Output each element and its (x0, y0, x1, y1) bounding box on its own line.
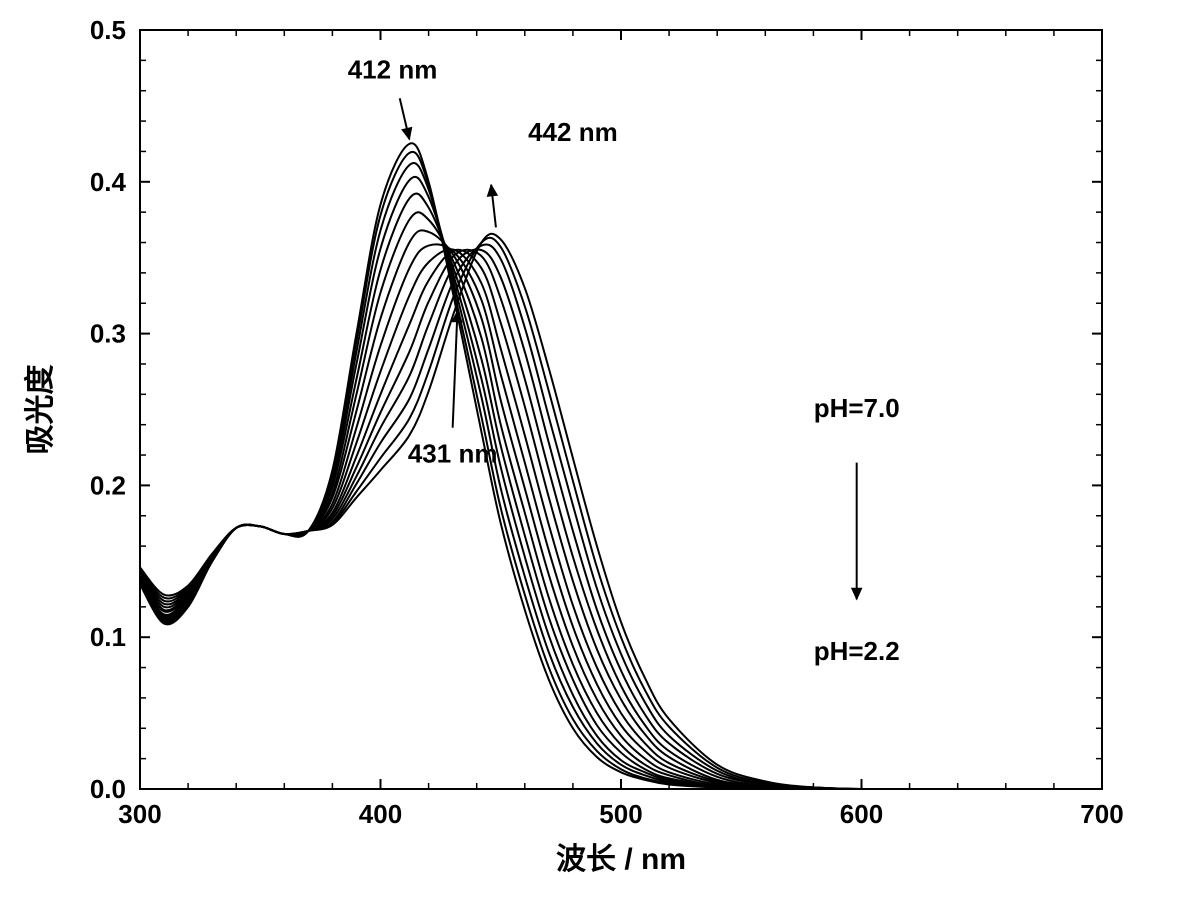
spectrum-curve (140, 249, 1102, 789)
spectrum-curve (140, 177, 1102, 789)
y-axis-label: 吸光度 (24, 365, 57, 455)
spectrum-curve (140, 244, 1102, 789)
spectrum-curve (140, 244, 1102, 789)
x-tick-label: 500 (599, 799, 642, 829)
spectrum-curve (140, 230, 1102, 789)
spectrum-curve (140, 249, 1102, 789)
y-tick-label: 0.3 (90, 319, 126, 349)
annotation-label: pH=2.2 (814, 636, 900, 666)
spectrum-curve (140, 250, 1102, 789)
annotation-label: 412 nm (348, 55, 438, 85)
y-tick-label: 0.1 (90, 622, 126, 652)
spectrum-curve (140, 212, 1102, 789)
y-tick-label: 0.2 (90, 470, 126, 500)
spectrum-curve (140, 152, 1102, 789)
x-axis-label: 波长 / nm (556, 843, 686, 876)
x-tick-label: 400 (359, 799, 402, 829)
annotation-label: 431 nm (408, 439, 498, 469)
annotation-label: pH=7.0 (814, 393, 900, 423)
spectrum-curve (140, 250, 1102, 789)
spectra-chart: 3004005006007000.00.10.20.30.40.5波长 / nm… (0, 0, 1192, 899)
annotation-label: 442 nm (528, 117, 618, 147)
spectrum-curve (140, 234, 1102, 789)
spectrum-curve (140, 238, 1102, 789)
y-tick-label: 0.0 (90, 774, 126, 804)
spectrum-curve (140, 163, 1102, 789)
x-tick-label: 700 (1080, 799, 1123, 829)
x-tick-label: 600 (840, 799, 883, 829)
spectrum-curve (140, 143, 1102, 789)
y-tick-label: 0.4 (90, 167, 127, 197)
y-tick-label: 0.5 (90, 15, 126, 45)
